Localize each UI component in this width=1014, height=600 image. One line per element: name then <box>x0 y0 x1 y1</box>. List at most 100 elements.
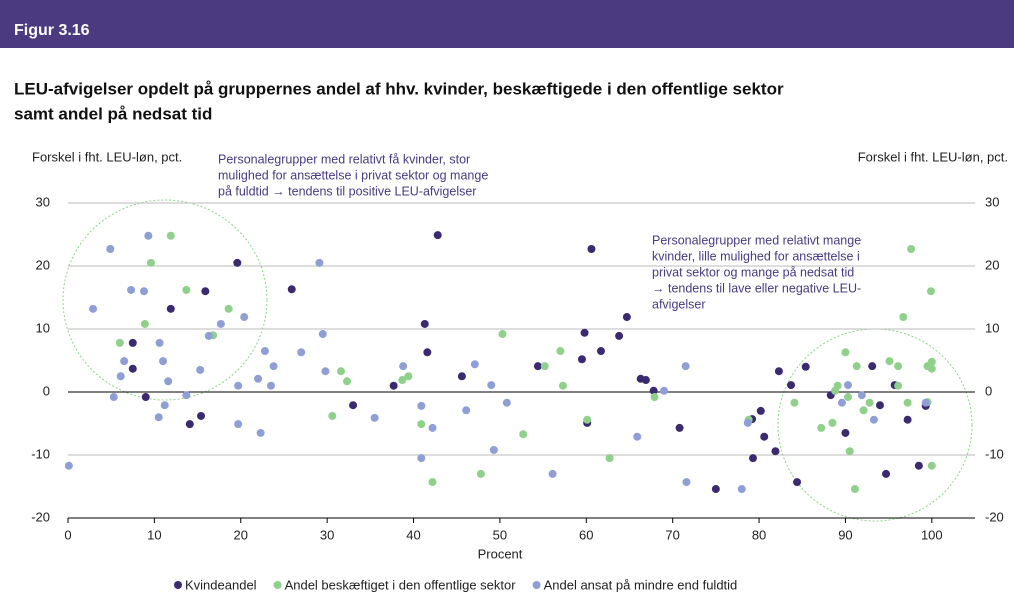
point <box>166 231 175 240</box>
point <box>144 231 153 240</box>
point <box>793 478 802 487</box>
point <box>254 374 263 383</box>
point <box>89 304 98 313</box>
point <box>548 469 557 478</box>
point <box>817 423 826 432</box>
annotation: Personalegrupper med relativt få kvinder… <box>218 152 470 166</box>
point <box>903 415 912 424</box>
x-tick-label: 30 <box>320 527 334 542</box>
point <box>850 485 859 494</box>
point <box>389 381 398 390</box>
point <box>833 381 842 390</box>
point <box>428 478 437 487</box>
point <box>185 420 194 429</box>
header-bar <box>0 0 1014 48</box>
x-tick-label: 50 <box>493 527 507 542</box>
point <box>120 357 129 366</box>
y-tick-label: 0 <box>43 383 50 398</box>
y2-tick-label: 20 <box>985 257 999 272</box>
point <box>914 461 923 470</box>
point <box>583 415 592 424</box>
point <box>633 432 642 441</box>
point <box>417 401 426 410</box>
point <box>154 413 163 422</box>
point <box>859 406 868 415</box>
y-tick-label: 20 <box>36 257 50 272</box>
point <box>260 347 269 356</box>
y2-tick-label: 0 <box>985 383 992 398</box>
point <box>115 338 124 347</box>
point <box>649 386 658 395</box>
x-tick-label: 60 <box>579 527 593 542</box>
point <box>596 347 605 356</box>
point <box>852 362 861 371</box>
annotation: på fuldtid → tendens til positive LEU-af… <box>218 184 476 198</box>
point <box>197 411 206 420</box>
chart-title: LEU-afvigelser opdelt på gruppernes ande… <box>14 79 784 98</box>
point <box>476 469 485 478</box>
point <box>837 398 846 407</box>
point <box>580 328 589 337</box>
y2-tick-label: 10 <box>985 320 999 335</box>
point <box>844 381 853 390</box>
annotation: privat sektor og mange på nedsat tid <box>652 265 854 279</box>
point <box>318 330 327 339</box>
point <box>315 258 324 267</box>
point <box>756 406 765 415</box>
point <box>650 393 659 402</box>
point <box>556 347 565 356</box>
point <box>622 313 631 322</box>
y2-tick-label: -10 <box>985 446 1004 461</box>
point <box>201 287 210 296</box>
point <box>321 367 330 376</box>
point <box>926 287 935 296</box>
point <box>417 454 426 463</box>
point <box>269 362 278 371</box>
point <box>428 423 437 432</box>
point <box>845 447 854 456</box>
point <box>470 360 479 369</box>
point <box>128 364 137 373</box>
point <box>343 377 352 386</box>
point <box>927 357 936 366</box>
point <box>927 461 936 470</box>
x-tick-label: 100 <box>921 527 943 542</box>
point <box>605 454 614 463</box>
highlight-circle <box>777 328 973 522</box>
x-axis-label: Procent <box>478 546 523 561</box>
point <box>681 362 690 371</box>
point <box>771 447 780 456</box>
point <box>894 362 903 371</box>
point <box>399 362 408 371</box>
y2-tick-label: -20 <box>985 509 1004 524</box>
point <box>641 376 650 385</box>
x-tick-label: 90 <box>838 527 852 542</box>
point <box>349 401 358 410</box>
point <box>790 398 799 407</box>
point <box>828 418 837 427</box>
point <box>841 348 850 357</box>
legend-label: Andel ansat på mindre end fuldtid <box>544 577 738 592</box>
point <box>457 372 466 381</box>
point <box>774 367 783 376</box>
annotation: kvinder, lille mulighed for ansættelse i <box>652 249 860 263</box>
y-tick-label: 30 <box>36 194 50 209</box>
point <box>857 391 866 400</box>
point <box>328 411 337 420</box>
x-tick-label: 20 <box>234 527 248 542</box>
point <box>519 430 528 439</box>
point <box>404 372 413 381</box>
point <box>760 432 769 441</box>
point <box>146 258 155 267</box>
point <box>233 258 242 267</box>
x-tick-label: 40 <box>406 527 420 542</box>
legend-swatch <box>273 581 282 589</box>
point <box>675 423 684 432</box>
point <box>660 386 669 395</box>
point <box>140 287 149 296</box>
point <box>921 398 930 407</box>
point <box>159 357 168 366</box>
point <box>558 381 567 390</box>
x-tick-label: 80 <box>752 527 766 542</box>
